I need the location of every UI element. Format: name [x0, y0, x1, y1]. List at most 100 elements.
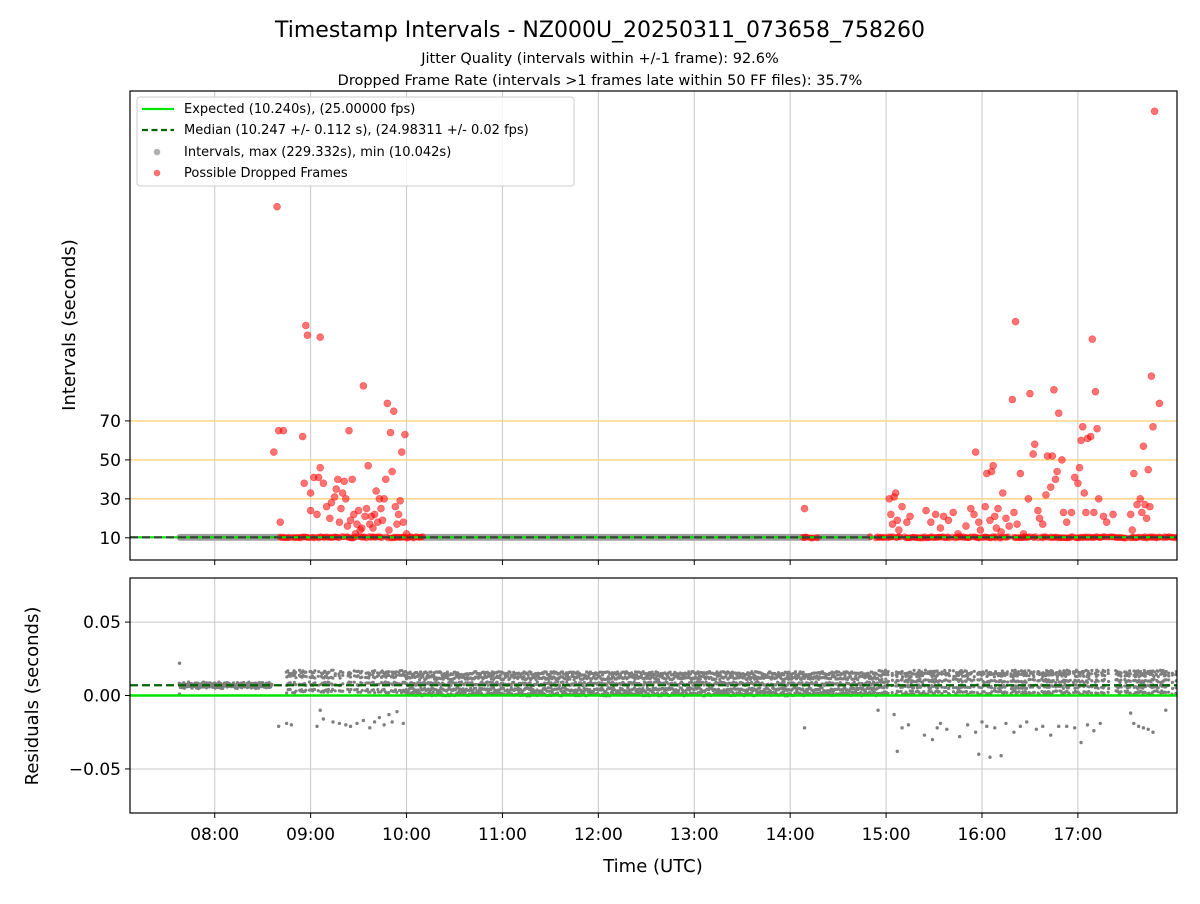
residual-point: [782, 673, 786, 677]
residual-point: [1064, 674, 1068, 678]
residual-outlier-point: [945, 727, 949, 731]
residual-point: [1032, 678, 1036, 682]
residual-point: [341, 670, 345, 675]
residual-outlier-point: [361, 718, 366, 723]
dropped-frame-point: [327, 498, 336, 507]
residual-point: [872, 690, 877, 694]
residual-point: [624, 689, 628, 693]
residual-outlier-point: [1065, 724, 1069, 729]
residual-point: [614, 672, 618, 676]
residual-point: [1078, 674, 1082, 678]
residual-point: [886, 673, 890, 677]
residual-point: [1128, 691, 1132, 695]
residual-point: [565, 673, 570, 677]
residual-point: [1107, 686, 1111, 691]
residual-point: [1102, 677, 1107, 682]
dropped-frame-point: [1002, 514, 1010, 523]
residual-point: [346, 687, 350, 691]
residual-point: [1087, 685, 1091, 689]
residual-point: [989, 686, 994, 690]
residual-point: [922, 690, 926, 694]
residual-point: [337, 672, 341, 676]
dropped-frame-point: [1093, 424, 1101, 433]
residual-point: [829, 676, 833, 681]
residual-point: [1167, 671, 1171, 675]
residual-point: [288, 681, 292, 685]
residual-point: [1087, 677, 1091, 681]
dropped-frame-point: [1034, 506, 1042, 515]
dropped-frame-point: [1126, 510, 1135, 519]
residual-point: [701, 680, 705, 684]
dropped-frame-point: [326, 514, 334, 523]
dropped-frame-point: [1102, 518, 1111, 527]
residual-point: [408, 670, 412, 674]
residual-point: [545, 689, 549, 693]
residual-point: [1152, 674, 1156, 679]
residual-point: [1055, 689, 1059, 693]
legend-dropped-marker: [153, 169, 161, 177]
residual-outlier-point: [1004, 721, 1008, 726]
dropped-frame-point: [998, 489, 1007, 497]
residual-point: [1119, 678, 1123, 682]
residual-outlier-point: [876, 708, 880, 712]
dropped-frame-point: [338, 489, 347, 497]
residual-point: [512, 680, 516, 684]
residual-point: [373, 669, 377, 673]
residual-point: [488, 680, 492, 684]
residual-outlier-point: [895, 749, 899, 754]
residual-point: [307, 680, 312, 684]
residual-point: [1087, 674, 1091, 678]
residuals-plot-area: [130, 661, 1177, 759]
residual-point: [338, 676, 342, 680]
residual-point: [630, 671, 634, 675]
residual-point: [1167, 674, 1171, 678]
dropped-frame-point: [361, 512, 369, 521]
residual-point: [394, 670, 399, 674]
dropped-frame-point: [1054, 409, 1063, 417]
residuals-y-tick-label: −0.05: [69, 760, 121, 780]
residual-outlier-point: [980, 720, 984, 724]
residual-point: [528, 681, 532, 685]
residual-point: [1156, 680, 1160, 684]
residual-point: [940, 685, 944, 689]
dropped-frame-point: [354, 506, 363, 515]
residual-outlier-point: [289, 723, 294, 727]
residual-point: [944, 678, 948, 682]
residual-point: [782, 680, 786, 685]
residual-point: [687, 670, 691, 674]
residual-point: [1005, 670, 1009, 674]
residual-point: [376, 688, 380, 692]
residual-outlier-point: [348, 724, 353, 729]
residual-point: [718, 677, 722, 682]
dropped-frame-point: [397, 448, 406, 456]
residual-point: [900, 675, 905, 679]
residual-point: [270, 682, 274, 686]
residual-point: [553, 681, 557, 685]
dropped-frame-point: [401, 430, 409, 439]
residual-point: [910, 689, 915, 693]
residual-point: [972, 690, 976, 694]
residual-point: [572, 691, 576, 695]
residual-outlier-point: [1034, 727, 1039, 731]
residual-point: [774, 683, 778, 687]
dropped-frame-point: [927, 518, 935, 527]
dropped-frame-point: [1090, 508, 1098, 517]
residual-point: [1074, 683, 1078, 687]
residual-point: [917, 674, 921, 679]
dropped-frame-point: [377, 504, 385, 513]
dropped-frame-point: [1042, 491, 1050, 499]
residual-point: [886, 670, 890, 674]
residual-point: [890, 690, 894, 695]
residual-point: [1115, 670, 1119, 674]
dropped-frame-point: [1035, 514, 1044, 523]
residual-point: [1106, 690, 1110, 694]
dropped-frame-point: [1099, 512, 1108, 521]
residual-point: [505, 674, 510, 678]
dropped-frame-point: [944, 516, 953, 525]
residual-point: [331, 676, 335, 680]
residual-point: [1044, 677, 1048, 682]
dropped-frame-point: [1046, 483, 1055, 491]
residual-point: [1003, 685, 1007, 689]
dropped-frame-point: [1016, 469, 1025, 478]
residual-point: [1054, 680, 1058, 685]
